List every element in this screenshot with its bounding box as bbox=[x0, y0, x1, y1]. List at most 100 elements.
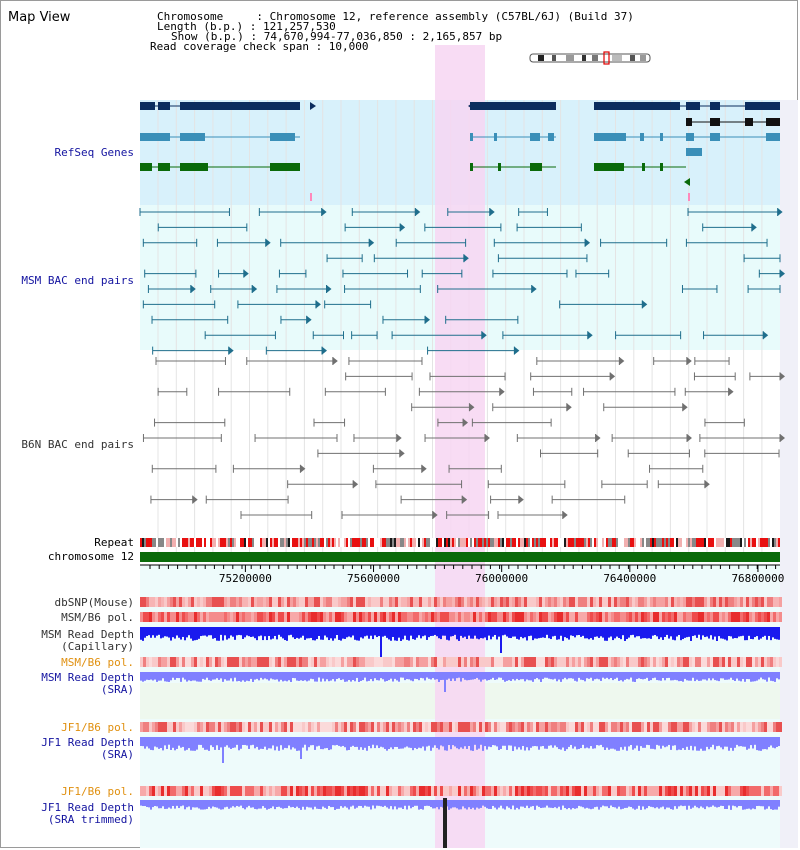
jf1-b6-pol-trimmed-cell bbox=[188, 786, 191, 796]
repeat-block bbox=[650, 538, 652, 547]
msm-sra-depth-bar bbox=[486, 672, 488, 681]
repeat-block bbox=[338, 538, 340, 547]
repeat-block bbox=[258, 538, 260, 547]
jf1-sra-depth-bar bbox=[172, 737, 174, 748]
msm-capillary-depth-bar bbox=[676, 627, 678, 637]
jf1-trimmed-depth-bar bbox=[564, 800, 566, 809]
jf1-b6-pol-cell bbox=[587, 722, 590, 732]
msm-capillary-depth-bar bbox=[624, 627, 626, 641]
jf1-trimmed-depth-bar bbox=[150, 800, 152, 810]
dbsnp-cell bbox=[764, 597, 767, 607]
jf1-trimmed-depth-bar bbox=[766, 800, 768, 809]
msm-capillary-depth-bar bbox=[742, 627, 744, 636]
jf1-sra-depth-bar bbox=[180, 737, 182, 748]
jf1-b6-pol-cell bbox=[506, 722, 509, 732]
repeat-block bbox=[282, 538, 284, 547]
refseq-genes-label[interactable]: RefSeq Genes bbox=[54, 146, 134, 159]
jf1-sra-depth-bar bbox=[520, 737, 522, 750]
msm-capillary-depth-bar bbox=[640, 627, 642, 639]
msm-capillary-depth-bar bbox=[264, 627, 266, 637]
msm-sra-depth-bar bbox=[536, 672, 538, 679]
dbsnp-cell bbox=[284, 597, 287, 607]
msm-b6-pol-cell bbox=[293, 612, 296, 622]
msm-capillary-depth-bar bbox=[498, 627, 500, 637]
dbsnp-cell bbox=[536, 597, 539, 607]
msm-capillary-depth-bar bbox=[180, 627, 182, 640]
msm-bac-label[interactable]: MSM BAC end pairs bbox=[21, 274, 134, 287]
jf1-b6-pol-trimmed-cell bbox=[644, 786, 647, 796]
jf1-sra-depth-bar bbox=[280, 737, 282, 746]
jf1-sra-depth-bar bbox=[724, 737, 726, 747]
msm-sra-depth-bar bbox=[408, 672, 410, 680]
msm-sra-depth-bar bbox=[276, 672, 278, 680]
jf1-b6-pol-cell bbox=[332, 722, 335, 732]
jf1-sra-depth-bar bbox=[654, 737, 656, 750]
jf1-sra-depth-bar bbox=[760, 737, 762, 751]
jf1-trimmed-depth-bar bbox=[496, 800, 498, 810]
jf1-trimmed-depth-bar bbox=[474, 800, 476, 810]
msm-b6-pol-cell bbox=[452, 612, 455, 622]
msm-sra-depth-bar bbox=[492, 672, 494, 678]
msm-b6-pol-sra-cell bbox=[761, 657, 764, 667]
msm-sra-depth-bar bbox=[212, 672, 214, 680]
repeat-block bbox=[238, 538, 240, 547]
repeat-block bbox=[680, 538, 682, 547]
dbsnp-cell bbox=[773, 597, 776, 607]
dbsnp-cell bbox=[734, 597, 737, 607]
msm-sra-depth-bar bbox=[396, 672, 398, 681]
repeat-block bbox=[770, 538, 772, 547]
jf1-trimmed-depth-bar bbox=[476, 800, 478, 808]
jf1-trimmed-depth-bar bbox=[318, 800, 320, 809]
msm-sra-depth-bar bbox=[456, 672, 458, 679]
msm-sra-depth-bar bbox=[544, 672, 546, 678]
ideogram-band bbox=[612, 55, 622, 61]
jf1-sra-depth-bar bbox=[448, 737, 450, 746]
repeat-block bbox=[630, 538, 632, 547]
msm-capillary-depth-bar bbox=[560, 627, 562, 636]
jf1-b6-pol-trimmed-cell bbox=[596, 786, 599, 796]
msm-capillary-depth-bar bbox=[256, 627, 258, 641]
jf1-sra-depth-bar bbox=[592, 737, 594, 749]
repeat-block bbox=[486, 538, 488, 547]
msm-capillary-depth-bar bbox=[280, 627, 282, 637]
msm-b6-pol-sra-cell bbox=[698, 657, 701, 667]
repeat-block bbox=[410, 538, 412, 547]
b6n-bac-label[interactable]: B6N BAC end pairs bbox=[21, 438, 134, 451]
jf1-sra-depth-bar bbox=[746, 737, 748, 750]
dbsnp-cell bbox=[698, 597, 701, 607]
jf1-trimmed-depth-bar bbox=[694, 800, 696, 806]
jf1-trimmed-depth-bar bbox=[750, 800, 752, 810]
jf1-b6-pol-cell bbox=[395, 722, 398, 732]
msm-b6-pol-cell bbox=[686, 612, 689, 622]
jf1-trimmed-depth-bar bbox=[376, 800, 378, 806]
jf1-sra-depth-bar bbox=[304, 737, 306, 745]
repeat-block bbox=[190, 538, 192, 547]
repeat-block bbox=[228, 538, 230, 547]
msm-sra-depth-bar bbox=[238, 672, 240, 681]
jf1-b6-pol-trimmed-cell bbox=[398, 786, 401, 796]
jf1-b6-pol-cell bbox=[437, 722, 440, 732]
jf1-b6-pol-trimmed-cell bbox=[677, 786, 680, 796]
msm-sra-depth-bar bbox=[196, 672, 198, 682]
jf1-trimmed-depth-bar bbox=[646, 800, 648, 809]
jf1-trimmed-depth-bar bbox=[726, 800, 728, 809]
jf1-trimmed-depth-bar bbox=[214, 800, 216, 808]
jf1-sra-depth-bar bbox=[518, 737, 520, 748]
msm-b6-pol-sra-cell bbox=[344, 657, 347, 667]
jf1-sra-depth-bar bbox=[542, 737, 544, 746]
jf1-b6-pol-trimmed-cell bbox=[389, 786, 392, 796]
msm-b6-pol-sra-cell bbox=[188, 657, 191, 667]
msm-capillary-depth-bar bbox=[546, 627, 548, 635]
jf1-sra-depth-bar bbox=[146, 737, 148, 747]
msm-b6-pol-cell bbox=[146, 612, 149, 622]
jf1-trimmed-depth-bar bbox=[356, 800, 358, 808]
msm-capillary-depth-bar bbox=[680, 627, 682, 641]
dbsnp-cell bbox=[587, 597, 590, 607]
msm-b6-pol-sra-cell bbox=[431, 657, 434, 667]
show-range-info: Show (b.p.) : 74,670,994-77,036,850 : 2,… bbox=[171, 30, 503, 43]
msm-sra-depth-bar bbox=[602, 672, 604, 678]
msm-b6-pol-cell bbox=[257, 612, 260, 622]
msm-capillary-depth-bar bbox=[530, 627, 532, 636]
jf1-sra-depth-bar bbox=[506, 737, 508, 750]
